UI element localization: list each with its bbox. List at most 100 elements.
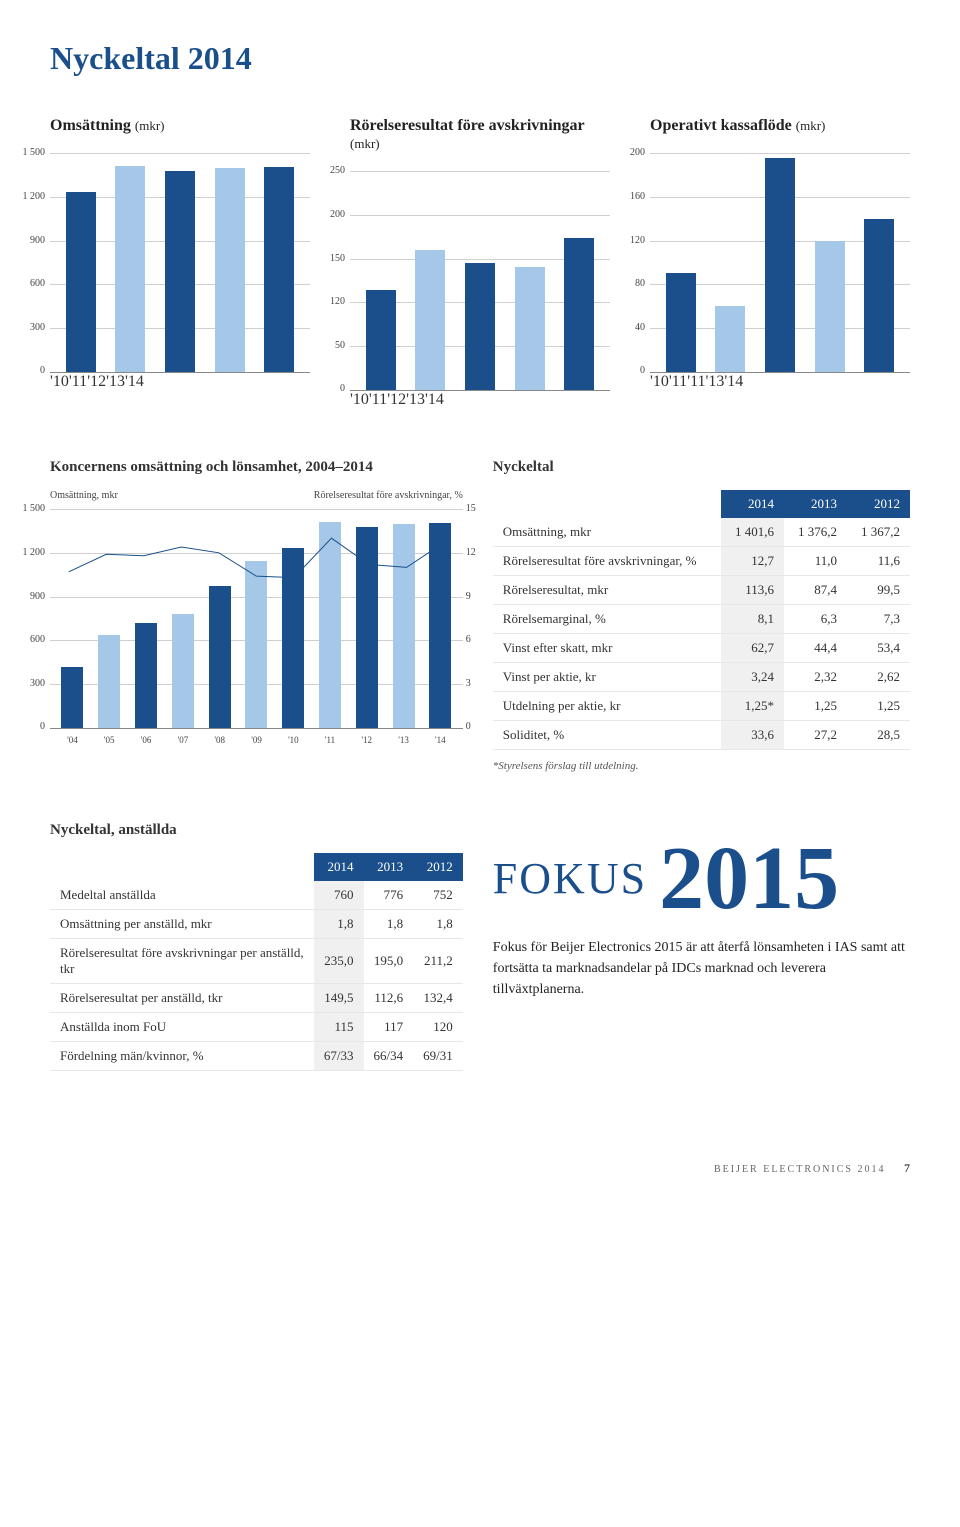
table-cell: 211,2: [413, 939, 463, 984]
chart-bar: [564, 238, 594, 390]
x-tick: '12: [387, 391, 406, 408]
table-cell: 27,2: [784, 721, 847, 750]
x-tick: '10: [350, 391, 369, 408]
table-cell: 1 401,6: [721, 518, 784, 547]
x-tick: '04: [67, 735, 78, 745]
nyckeltal-table: 201420132012Omsättning, mkr1 401,61 376,…: [493, 490, 910, 750]
x-tick: '11: [325, 735, 335, 745]
y-tick-left: 600: [15, 634, 45, 645]
chart-bar: [215, 168, 245, 372]
y-tick: 0: [315, 383, 345, 394]
table-cell: 1,25: [847, 692, 910, 721]
y-tick: 1 500: [15, 147, 45, 158]
table-cell: 99,5: [847, 576, 910, 605]
table-cell: 115: [314, 1013, 364, 1042]
y-tick: 80: [615, 278, 645, 289]
y-tick-right: 12: [466, 547, 491, 558]
table-cell: Omsättning per anställd, mkr: [50, 910, 314, 939]
x-tick: '09: [251, 735, 262, 745]
table-cell: 67/33: [314, 1042, 364, 1071]
table-row: Omsättning per anställd, mkr1,81,81,8: [50, 910, 463, 939]
table-header: [50, 853, 314, 881]
chart-bar: [415, 250, 445, 390]
table-cell: Medeltal anställda: [50, 881, 314, 910]
fokus-body: Fokus för Beijer Electronics 2015 är att…: [493, 937, 910, 1000]
top-charts-row: Omsättning (mkr)1 5001 2009006003000'10'…: [50, 117, 910, 409]
y-tick-right: 3: [466, 678, 491, 689]
table-cell: 1,25*: [721, 692, 784, 721]
x-tick: '11: [369, 391, 387, 408]
table-cell: 117: [364, 1013, 414, 1042]
table-row: Fördelning män/kvinnor, %67/3366/3469/31: [50, 1042, 463, 1071]
chart-bar: [666, 273, 696, 372]
table-row: Omsättning, mkr1 401,61 376,21 367,2: [493, 518, 910, 547]
x-tick: '06: [141, 735, 152, 745]
table-row: Vinst efter skatt, mkr62,744,453,4: [493, 634, 910, 663]
x-tick: '12: [361, 735, 372, 745]
y-tick: 0: [615, 365, 645, 376]
table-header: 2014: [314, 853, 364, 881]
table-cell: 6,3: [784, 605, 847, 634]
table-cell: 1,8: [364, 910, 414, 939]
y-tick: 150: [315, 253, 345, 264]
table-cell: Utdelning per aktie, kr: [493, 692, 721, 721]
x-tick: '12: [87, 373, 106, 390]
y-tick-left: 300: [15, 678, 45, 689]
table-cell: Rörelseresultat, mkr: [493, 576, 721, 605]
table-header: 2013: [784, 490, 847, 518]
table-cell: 2,32: [784, 663, 847, 692]
table-cell: Vinst per aktie, kr: [493, 663, 721, 692]
chart-bar: [66, 192, 96, 372]
table-row: Rörelseresultat per anställd, tkr149,511…: [50, 984, 463, 1013]
x-tick: '13: [705, 373, 724, 390]
chart-bar: [115, 166, 145, 372]
table-cell: 195,0: [364, 939, 414, 984]
table-cell: 1,8: [314, 910, 364, 939]
table-cell: 11,6: [847, 547, 910, 576]
table-cell: 28,5: [847, 721, 910, 750]
table-row: Rörelseresultat före avskrivningar per a…: [50, 939, 463, 984]
bottom-section: Nyckeltal, anställda 201420132012Medelta…: [50, 822, 910, 1071]
table-row: Anställda inom FoU115117120: [50, 1013, 463, 1042]
y-tick: 120: [315, 296, 345, 307]
table-cell: 7,3: [847, 605, 910, 634]
employees-section: Nyckeltal, anställda 201420132012Medelta…: [50, 822, 463, 1071]
table-header: 2012: [413, 853, 463, 881]
table-header: 2014: [721, 490, 784, 518]
table-cell: 66/34: [364, 1042, 414, 1071]
chart-block: Rörelseresultat före avskrivningar (mkr)…: [350, 117, 610, 409]
x-tick: '10: [650, 373, 669, 390]
fokus-word: FOKUS: [493, 853, 647, 904]
table-cell: 3,24: [721, 663, 784, 692]
table-header: 2013: [364, 853, 414, 881]
x-tick: '05: [104, 735, 115, 745]
table-row: Medeltal anställda760776752: [50, 881, 463, 910]
y-tick: 250: [315, 165, 345, 176]
table-cell: Vinst efter skatt, mkr: [493, 634, 721, 663]
y-tick: 300: [15, 322, 45, 333]
table-cell: 87,4: [784, 576, 847, 605]
x-tick: '10: [50, 373, 69, 390]
table-cell: 112,6: [364, 984, 414, 1013]
table-cell: Rörelsemarginal, %: [493, 605, 721, 634]
x-tick: '14: [125, 373, 144, 390]
table-cell: Fördelning män/kvinnor, %: [50, 1042, 314, 1071]
combo-xlabels: '04'05'06'07'08'09'10'11'12'13'14: [50, 735, 463, 745]
y-tick-left: 0: [15, 721, 45, 732]
table-row: Soliditet, %33,627,228,5: [493, 721, 910, 750]
x-tick: '13: [406, 391, 425, 408]
bar-chart: 20016012080400: [650, 153, 910, 373]
table-cell: 752: [413, 881, 463, 910]
chart-title: Omsättning (mkr): [50, 117, 310, 135]
table-row: Rörelseresultat före avskrivningar, %12,…: [493, 547, 910, 576]
table-header: [493, 490, 721, 518]
table-cell: Soliditet, %: [493, 721, 721, 750]
table-cell: 62,7: [721, 634, 784, 663]
chart-title: Rörelseresultat före avskrivningar (mkr): [350, 117, 610, 153]
footer-page: 7: [904, 1161, 910, 1175]
table-cell: 12,7: [721, 547, 784, 576]
y-tick: 200: [315, 209, 345, 220]
bar-chart: 1 5001 2009006003000: [50, 153, 310, 373]
nyckeltal-footnote: *Styrelsens förslag till utdelning.: [493, 760, 910, 772]
table-cell: 760: [314, 881, 364, 910]
